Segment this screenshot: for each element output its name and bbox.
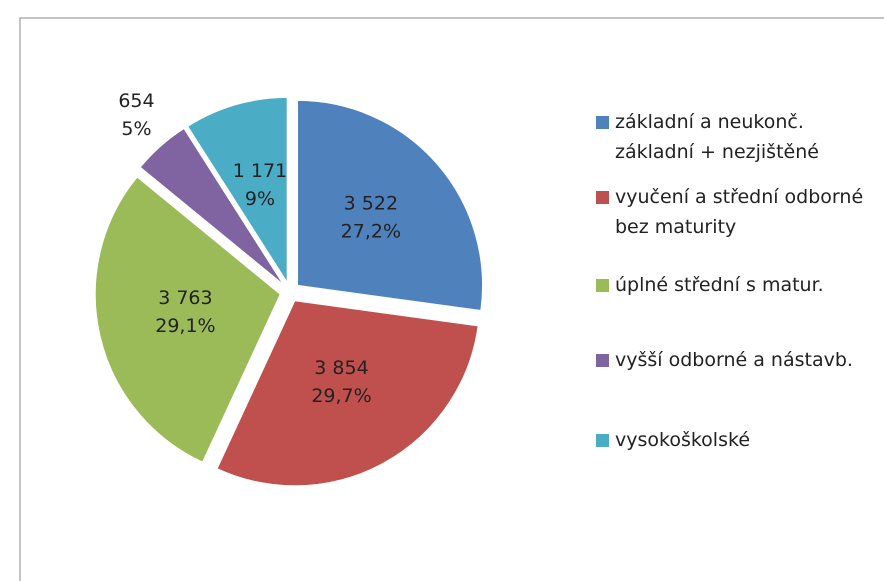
pie-slice — [297, 99, 484, 312]
data-label: 1 171 9% — [233, 160, 287, 210]
pie-slice — [94, 176, 281, 463]
value-label: 1 171 — [233, 160, 287, 182]
legend-swatch — [596, 191, 609, 204]
data-label: 3 763 29,1% — [155, 287, 215, 337]
legend-swatch — [596, 279, 609, 292]
legend-swatch — [596, 434, 609, 447]
legend-label: úplné střední s matur. — [615, 274, 824, 296]
legend-label: vyšší odborné a nástavb. — [615, 349, 853, 371]
percent-label: 29,1% — [155, 315, 215, 337]
value-label: 654 — [118, 90, 154, 112]
pie-slice — [187, 96, 288, 285]
legend-item: úplné střední s matur. — [596, 270, 876, 300]
value-label: 3 763 — [158, 287, 212, 309]
legend-label: vyučení a střední odborné bez maturity — [615, 186, 864, 238]
legend-label: vysokoškolské — [615, 429, 751, 451]
data-label: 3 854 29,7% — [311, 357, 371, 407]
percent-label: 5% — [121, 118, 151, 140]
legend-swatch — [596, 116, 609, 129]
data-label: 654 5% — [118, 90, 154, 140]
chart-frame — [19, 17, 884, 581]
legend-swatch — [596, 354, 609, 367]
legend-item: základní a neukonč. základní + nezjištěn… — [596, 107, 876, 167]
legend-item: vyučení a střední odborné bez maturity — [596, 182, 876, 242]
data-label: 3 522 27,2% — [341, 192, 401, 242]
legend-item: vysokoškolské — [596, 425, 876, 455]
percent-label: 27,2% — [341, 220, 401, 242]
pie-slice — [139, 127, 284, 285]
percent-label: 29,7% — [311, 385, 371, 407]
percent-label: 9% — [245, 188, 275, 210]
value-label: 3 522 — [344, 192, 398, 214]
pie-slice — [216, 300, 479, 487]
value-label: 3 854 — [314, 357, 368, 379]
legend-item: vyšší odborné a nástavb. — [596, 345, 876, 375]
legend-label: základní a neukonč. základní + nezjištěn… — [615, 111, 819, 163]
